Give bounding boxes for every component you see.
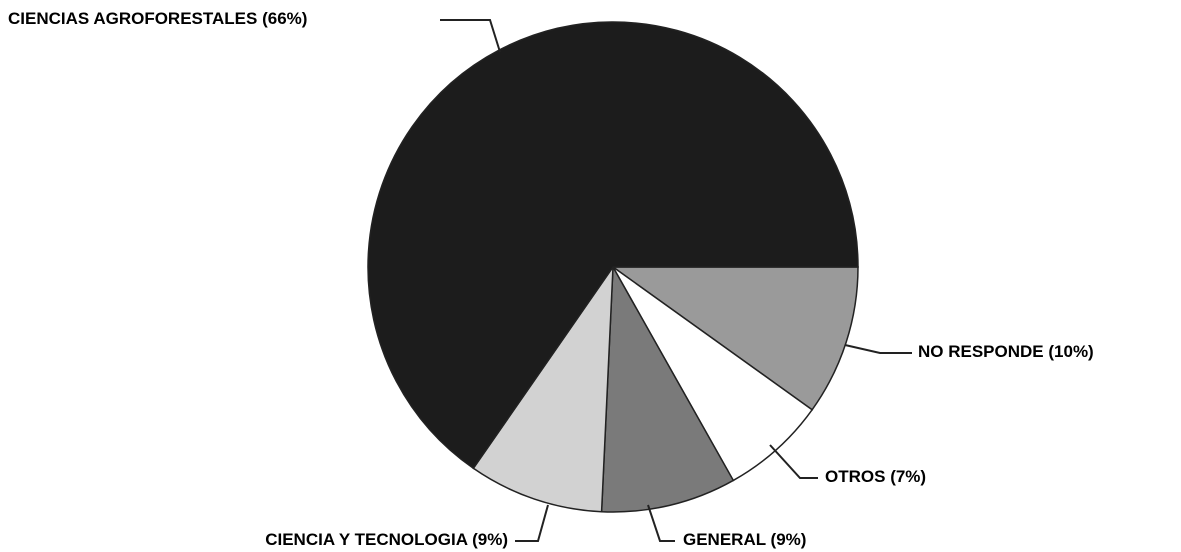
leader-line xyxy=(440,19,501,53)
slice-value-label: (9%) xyxy=(472,530,508,549)
slice-name: OTROS xyxy=(825,467,885,486)
pie-slice xyxy=(610,266,859,411)
slice-value-label: (66%) xyxy=(262,9,307,28)
slice-label: GENERAL (9%) xyxy=(683,530,806,549)
pie-slice xyxy=(612,266,814,482)
slice-name: GENERAL xyxy=(683,530,766,549)
slice-name: CIENCIA Y TECNOLOGIA xyxy=(265,530,467,549)
leader-line xyxy=(515,504,549,542)
slice-label: NO RESPONDE (10%) xyxy=(918,342,1094,361)
slice-value-label: (7%) xyxy=(890,467,926,486)
slice-name: CIENCIAS AGROFORESTALES xyxy=(8,9,257,28)
leader-line xyxy=(844,344,912,354)
leader-line xyxy=(769,444,818,479)
slice-label: CIENCIA Y TECNOLOGIA (9%) xyxy=(265,530,508,549)
slice-value-label: (9%) xyxy=(771,530,807,549)
slice-name: NO RESPONDE xyxy=(918,342,1044,361)
pie-slice xyxy=(472,264,614,513)
slice-label: CIENCIAS AGROFORESTALES (66%) xyxy=(8,9,307,28)
leader-line xyxy=(647,504,675,542)
pie-slice xyxy=(600,264,735,513)
slice-label: OTROS (7%) xyxy=(825,467,926,486)
slice-value-label: (10%) xyxy=(1048,342,1093,361)
